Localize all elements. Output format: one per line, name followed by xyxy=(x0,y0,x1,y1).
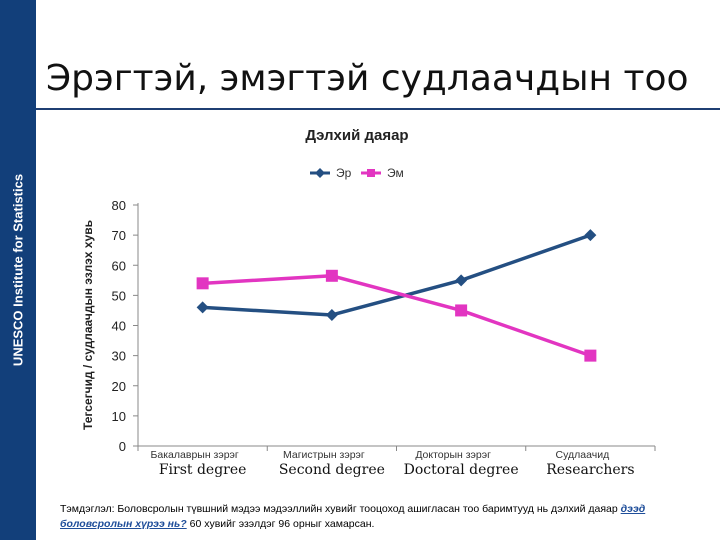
y-tick-label: 50 xyxy=(112,288,126,303)
footnote: Тэмдэглэл: Боловсролын түвшний мэдээ мэд… xyxy=(60,502,710,532)
data-point-2 xyxy=(584,349,597,362)
x-tick-sublabel: First degree xyxy=(159,462,247,478)
footnote-text-end: 60 хувийг эзэлдэг 96 орныг хамарсан. xyxy=(186,518,375,530)
data-point-1 xyxy=(196,301,209,314)
data-point-1 xyxy=(455,274,468,287)
x-tick-label: Бакалаврын зэрэг xyxy=(151,449,239,461)
legend-label-2: Эм xyxy=(387,166,404,180)
y-axis-title: Тегсегчид / судлаачдын эзлэх хувь xyxy=(81,220,95,430)
legend-label-1: Эр xyxy=(336,166,352,180)
x-tick-sublabel: Second degree xyxy=(279,462,385,478)
y-tick-label: 40 xyxy=(112,319,126,334)
line-chart: Дэлхий даяар Эр Эм Тегсегчид / судлаачдын э… xyxy=(81,127,656,478)
legend-marker-1 xyxy=(315,168,325,178)
sidebar: UNESCO Institute for Statistics xyxy=(0,0,36,540)
y-tick-label: 80 xyxy=(112,198,126,213)
data-point-2 xyxy=(325,269,338,282)
x-tick-sublabel: Doctoral degree xyxy=(404,462,519,478)
y-tick-label: 30 xyxy=(112,349,126,364)
series-line-1 xyxy=(202,233,591,317)
x-tick-sublabel: Researchers xyxy=(546,462,634,478)
x-tick-label: Судлаачид xyxy=(556,449,610,461)
y-tick-label: 10 xyxy=(112,409,126,424)
legend-marker-2 xyxy=(367,169,375,177)
data-point-2 xyxy=(196,277,209,290)
y-tick-label: 70 xyxy=(112,228,126,243)
slide-title: Эрэгтэй, эмэгтэй судлаачдын тоо xyxy=(46,58,689,99)
y-tick-label: 60 xyxy=(112,258,126,273)
footnote-emphasis: дээд боловсролын хүрээ нь? xyxy=(60,503,646,530)
x-tick-label: Докторын зэрэг xyxy=(415,449,491,461)
y-tick-label: 0 xyxy=(119,439,126,454)
data-point-2 xyxy=(455,304,468,317)
data-point-1 xyxy=(584,229,597,242)
series-line-2 xyxy=(202,274,591,358)
y-tick-label: 20 xyxy=(112,379,126,394)
chart-title: Дэлхий даяар xyxy=(305,127,408,144)
data-point-1 xyxy=(325,308,338,321)
x-tick-label: Магистрын зэрэг xyxy=(283,449,365,461)
title-divider xyxy=(36,108,720,110)
footnote-text-start: Тэмдэглэл: Боловсролын түвшний мэдээ мэд… xyxy=(60,503,621,515)
